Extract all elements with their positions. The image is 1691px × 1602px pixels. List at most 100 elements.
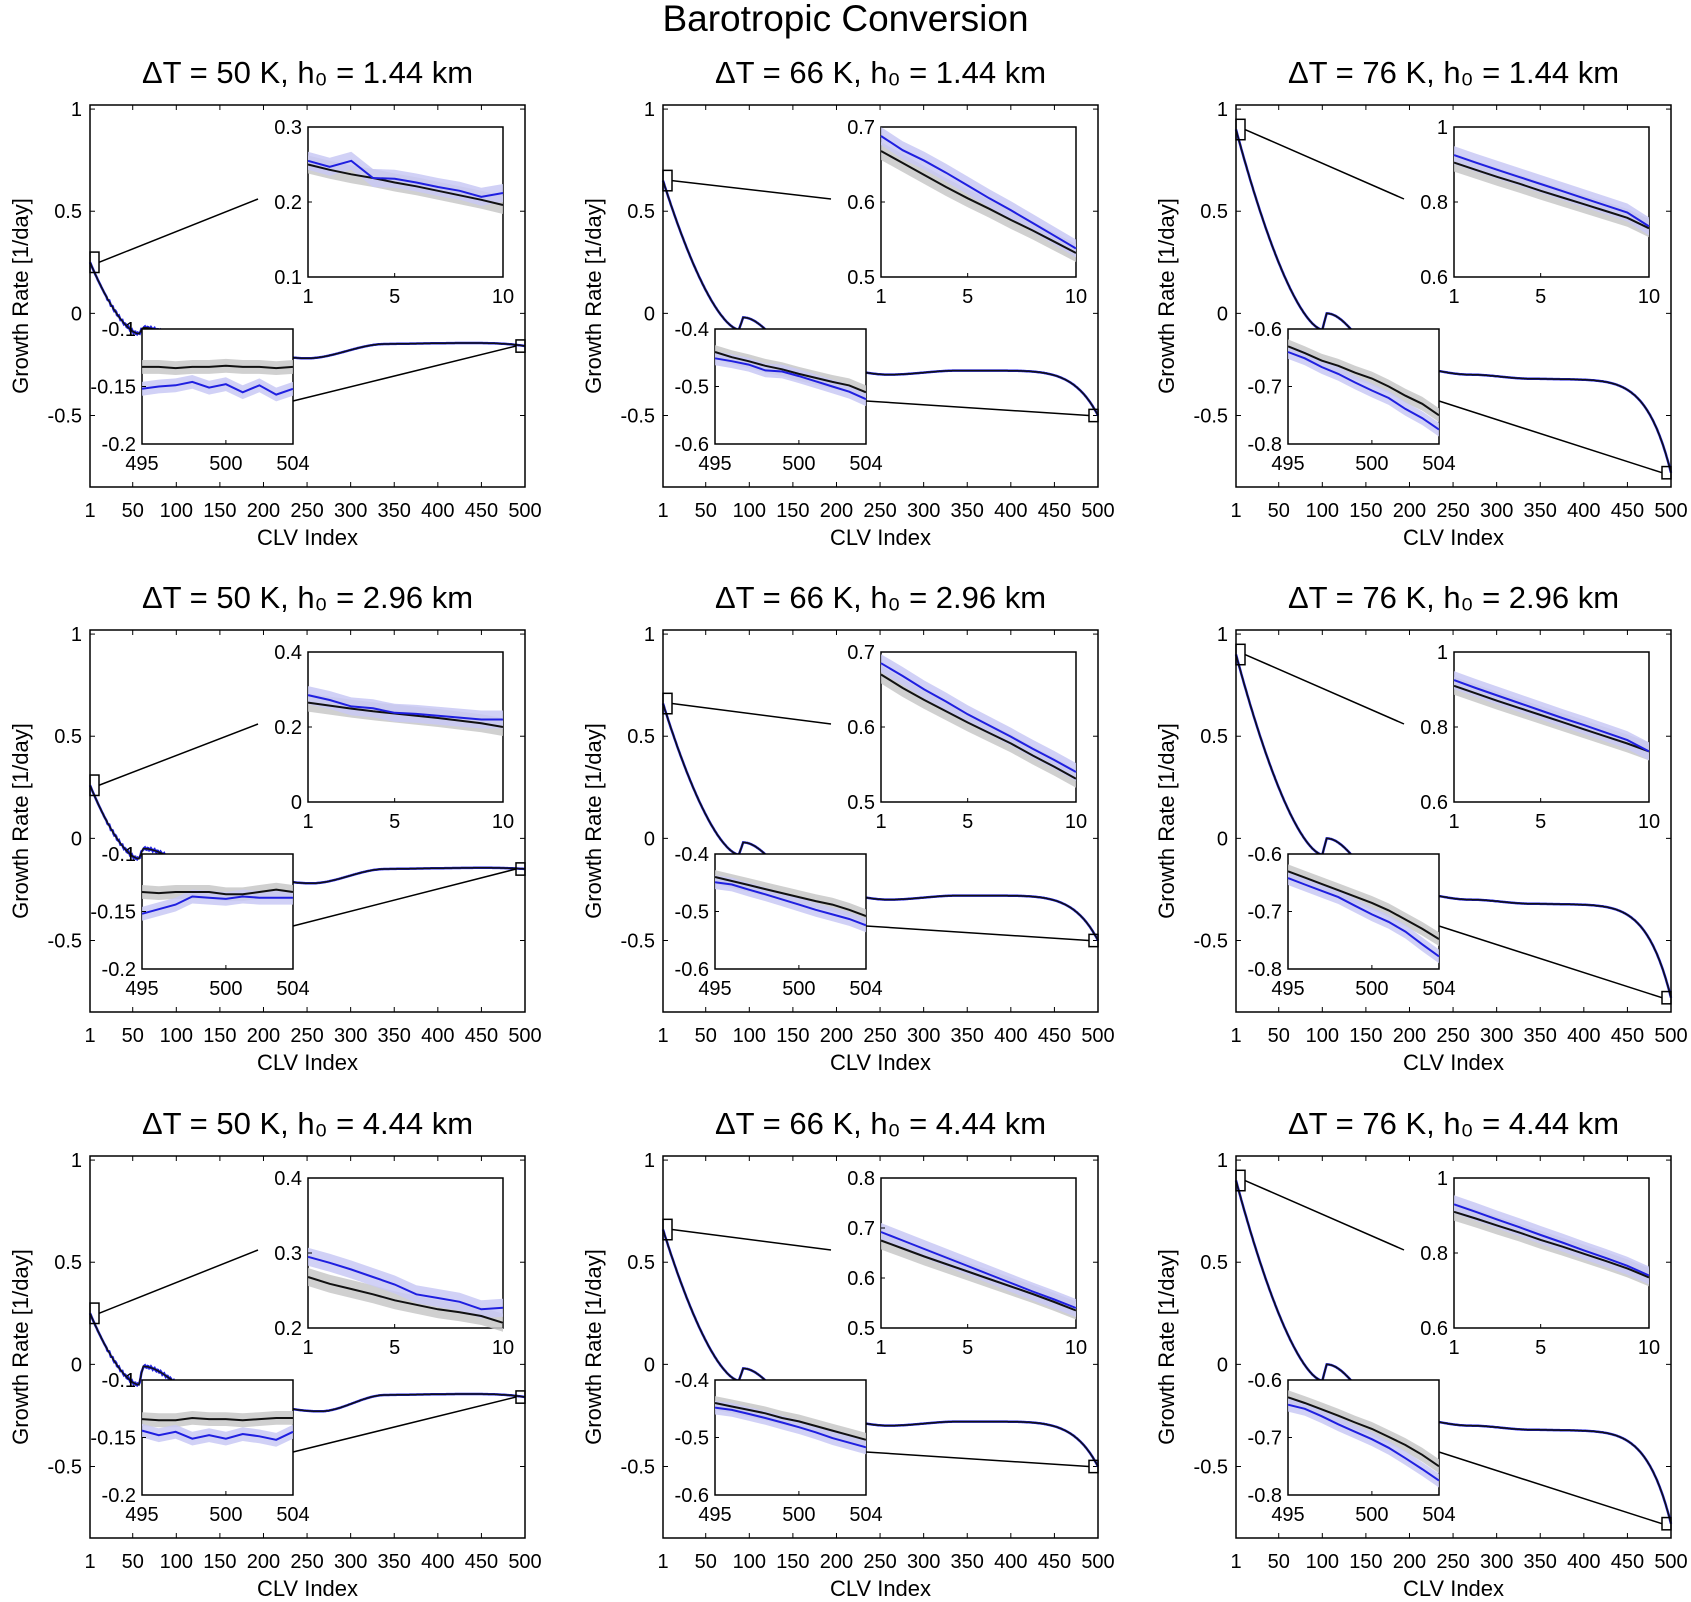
x-tick-label: 150 [203, 1551, 236, 1573]
inset-y-tick-label: 0.3 [274, 1243, 302, 1265]
x-tick-label: 100 [733, 1025, 766, 1047]
inset-y-tick-label: -0.15 [90, 1428, 136, 1450]
x-tick-label: 300 [907, 1025, 940, 1047]
inset-top: 1 5 10 1 0.8 0.6 [1420, 1168, 1660, 1359]
inset-y-tick-label: 0.5 [847, 1318, 875, 1340]
x-tick-label: 200 [1393, 500, 1426, 522]
inset-y-tick-label: -0.6 [675, 959, 709, 981]
connector-line-top [671, 702, 832, 725]
inset-line-black [1287, 1396, 1440, 1468]
inset-x-tick-label: 495 [125, 1504, 158, 1526]
x-axis-label: CLV Index [1403, 525, 1504, 550]
y-tick-label: 0.5 [1200, 201, 1228, 223]
y-axis-label: Growth Rate [1/day] [1154, 723, 1179, 919]
x-tick-label: 1 [84, 500, 95, 522]
inset-bottom: 495 500 504 -0.4 -0.5 -0.6 [675, 1370, 883, 1526]
inset-line-blue [880, 135, 1077, 250]
x-tick-label: 500 [1081, 500, 1114, 522]
x-tick-label: 350 [378, 1551, 411, 1573]
connector-line-bottom [292, 868, 517, 927]
x-tick-label: 200 [247, 1551, 280, 1573]
x-tick-label: 250 [290, 1025, 323, 1047]
inset-x-tick-label: 10 [1638, 1337, 1660, 1359]
x-tick-label: 300 [1480, 1025, 1513, 1047]
inset-y-tick-label: -0.6 [1248, 319, 1282, 341]
y-tick-label: -0.5 [48, 931, 82, 953]
inset-x-tick-label: 495 [698, 1504, 731, 1526]
inset-x-tick-label: 504 [276, 978, 309, 1000]
y-axis-label: Growth Rate [1/day] [8, 1249, 33, 1445]
x-tick-label: 1 [84, 1025, 95, 1047]
inset-band-blue [881, 654, 1076, 781]
y-tick-label: 0 [71, 828, 82, 850]
connector-line-bottom [292, 1396, 517, 1453]
panel-title: ΔT = 76 K, h₀ = 2.96 km [1288, 580, 1619, 615]
inset-x-tick-label: 504 [1422, 978, 1455, 1000]
x-tick-label: 1 [1230, 1551, 1241, 1573]
series-line-black [1235, 1180, 1672, 1524]
inset-top: 1 5 10 0.7 0.6 0.5 [847, 117, 1087, 308]
zoom-box-end [1661, 465, 1672, 480]
y-tick-label: 1 [644, 99, 655, 121]
figure-title: Barotropic Conversion [662, 0, 1029, 39]
inset-y-tick-label: -0.5 [675, 1428, 709, 1450]
x-tick-label: 450 [1611, 1025, 1644, 1047]
zoom-box-start [662, 1218, 673, 1241]
x-tick-label: 500 [1081, 1025, 1114, 1047]
inset-line-black [141, 1416, 293, 1422]
x-tick-label: 400 [1567, 500, 1600, 522]
panel-2: ΔT = 66 K, h₀ = 1.44 km1 50 100 150 200 250 30… [581, 55, 1115, 550]
x-tick-label: 400 [994, 500, 1027, 522]
inset-x-tick-label: 500 [209, 978, 242, 1000]
x-tick-label: 400 [994, 1025, 1027, 1047]
inset-x-tick-label: 1 [875, 811, 886, 833]
inset-line-black [880, 150, 1077, 254]
x-tick-label: 350 [1524, 500, 1557, 522]
inset-y-tick-label: -0.2 [102, 1485, 136, 1507]
x-tick-label: 400 [1567, 1551, 1600, 1573]
inset-bottom: 495 500 504 -0.1 -0.15 -0.2 [90, 1370, 309, 1526]
inset-y-tick-label: 0.5 [847, 267, 875, 289]
x-tick-label: 100 [160, 1025, 193, 1047]
x-tick-label: 300 [907, 500, 940, 522]
inset-x-tick-label: 5 [962, 811, 973, 833]
inset-line-blue [1287, 877, 1440, 958]
x-tick-label: 50 [695, 500, 717, 522]
inset-y-tick-label: 0.6 [847, 192, 875, 214]
x-tick-label: 300 [1480, 1551, 1513, 1573]
inset-band-blue [1454, 146, 1649, 236]
inset-y-tick-label: 0.8 [1420, 192, 1448, 214]
inset-y-tick-label: -0.2 [102, 959, 136, 981]
y-axis-label: Growth Rate [1/day] [581, 723, 606, 919]
inset-y-tick-label: 0.3 [274, 117, 302, 139]
inset-y-tick-label: 0.6 [847, 1268, 875, 1290]
inset-bottom: 495 500 504 -0.6 -0.7 -0.8 [1248, 1370, 1456, 1526]
y-axis-label: Growth Rate [1/day] [8, 198, 33, 394]
y-tick-label: 0 [644, 303, 655, 325]
x-tick-label: 250 [863, 500, 896, 522]
x-tick-label: 250 [1436, 1025, 1469, 1047]
connector-line-bottom [865, 925, 1090, 942]
inset-line-blue [714, 357, 867, 401]
y-axis-label: Growth Rate [1/day] [581, 198, 606, 394]
inset-line-blue [141, 895, 293, 915]
inset-line-blue [141, 380, 294, 396]
y-tick-label: 1 [71, 624, 82, 646]
y-tick-label: -0.5 [48, 1457, 82, 1479]
connector-line-bottom [1438, 925, 1663, 999]
x-tick-label: 200 [1393, 1551, 1426, 1573]
inset-x-tick-label: 504 [849, 1504, 882, 1526]
inset-line-black [880, 1239, 1077, 1312]
y-tick-label: 0 [644, 1354, 655, 1376]
inset-y-tick-label: -0.6 [675, 434, 709, 456]
x-tick-label: 100 [1306, 1551, 1339, 1573]
inset-line-black [714, 351, 867, 394]
x-tick-label: 200 [247, 1025, 280, 1047]
inset-y-tick-label: 0 [291, 792, 302, 814]
inset-x-tick-label: 5 [389, 811, 400, 833]
inset-y-tick-label: 0.8 [1420, 1243, 1448, 1265]
inset-x-tick-label: 10 [492, 1337, 514, 1359]
y-tick-label: 1 [71, 99, 82, 121]
y-tick-label: -0.5 [48, 406, 82, 428]
